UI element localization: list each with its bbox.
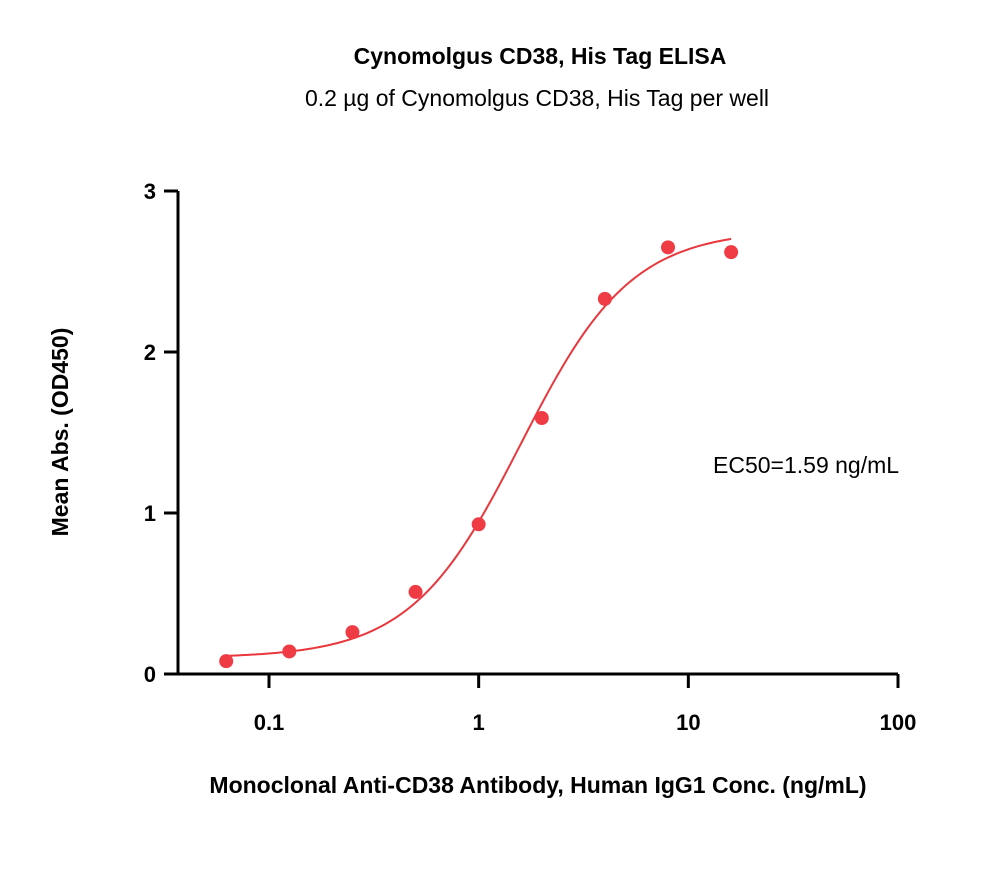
data-point — [219, 654, 234, 669]
y-tick-label: 0 — [144, 662, 156, 687]
x-ticks: 0.1 1 10 100 — [254, 674, 917, 735]
ec50-annotation: EC50=1.59 ng/mL — [713, 452, 899, 478]
y-tick-label: 2 — [144, 340, 156, 365]
y-axis-label: Mean Abs. (OD450) — [47, 328, 73, 537]
chart-subtitle: 0.2 µg of Cynomolgus CD38, His Tag per w… — [305, 85, 769, 111]
data-point — [471, 517, 486, 532]
y-tick-label: 3 — [144, 179, 156, 204]
x-tick-label: 100 — [880, 710, 917, 735]
x-tick-label: 0.1 — [254, 710, 285, 735]
data-point — [534, 411, 549, 426]
x-tick-label: 1 — [473, 710, 485, 735]
data-points — [219, 240, 739, 669]
chart-title: Cynomolgus CD38, His Tag ELISA — [354, 43, 727, 69]
x-axis-label: Monoclonal Anti-CD38 Antibody, Human IgG… — [209, 772, 866, 798]
y-ticks: 0 1 2 3 — [144, 179, 178, 687]
data-point — [724, 245, 739, 260]
x-axis: 0.1 1 10 100 — [178, 672, 917, 735]
y-tick-label: 1 — [144, 501, 156, 526]
data-point — [345, 625, 360, 640]
fit-curve — [226, 237, 732, 657]
data-point — [661, 240, 676, 255]
data-point — [282, 644, 297, 659]
data-point — [597, 291, 612, 306]
y-axis: 0 1 2 3 — [144, 179, 180, 687]
data-point — [408, 584, 423, 599]
x-tick-label: 10 — [676, 710, 700, 735]
